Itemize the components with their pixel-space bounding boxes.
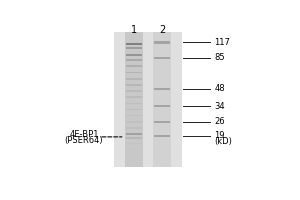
Text: 34: 34: [214, 102, 225, 111]
Text: (kD): (kD): [214, 137, 232, 146]
Text: 19: 19: [214, 131, 225, 140]
Bar: [126, 149, 142, 150]
Text: 1: 1: [131, 25, 137, 35]
Bar: [126, 78, 142, 80]
Bar: [126, 109, 142, 110]
Bar: [154, 41, 170, 44]
Bar: [126, 59, 142, 61]
Bar: [114, 32, 182, 167]
Bar: [154, 57, 170, 59]
Bar: [154, 105, 170, 107]
Bar: [126, 137, 142, 139]
Bar: [126, 121, 142, 123]
Text: (PSER64): (PSER64): [65, 136, 103, 145]
Bar: [154, 121, 170, 123]
Bar: [154, 135, 170, 137]
Text: 26: 26: [214, 117, 225, 126]
Bar: [126, 143, 142, 144]
Text: 85: 85: [214, 53, 225, 62]
Bar: [126, 84, 142, 86]
Bar: [126, 65, 142, 67]
Bar: [126, 47, 142, 49]
Text: 4E-BP1: 4E-BP1: [69, 130, 99, 139]
Bar: [153, 32, 171, 167]
Bar: [126, 103, 142, 104]
Bar: [126, 54, 142, 56]
Bar: [154, 88, 170, 90]
Bar: [126, 96, 142, 98]
Bar: [126, 127, 142, 129]
Text: 48: 48: [214, 84, 225, 93]
Bar: [125, 32, 143, 167]
Bar: [126, 72, 142, 73]
Bar: [126, 115, 142, 116]
Text: 117: 117: [214, 38, 230, 47]
Text: 2: 2: [159, 25, 165, 35]
Bar: [126, 155, 142, 156]
Bar: [126, 133, 142, 135]
Bar: [126, 43, 142, 45]
Bar: [126, 90, 142, 92]
